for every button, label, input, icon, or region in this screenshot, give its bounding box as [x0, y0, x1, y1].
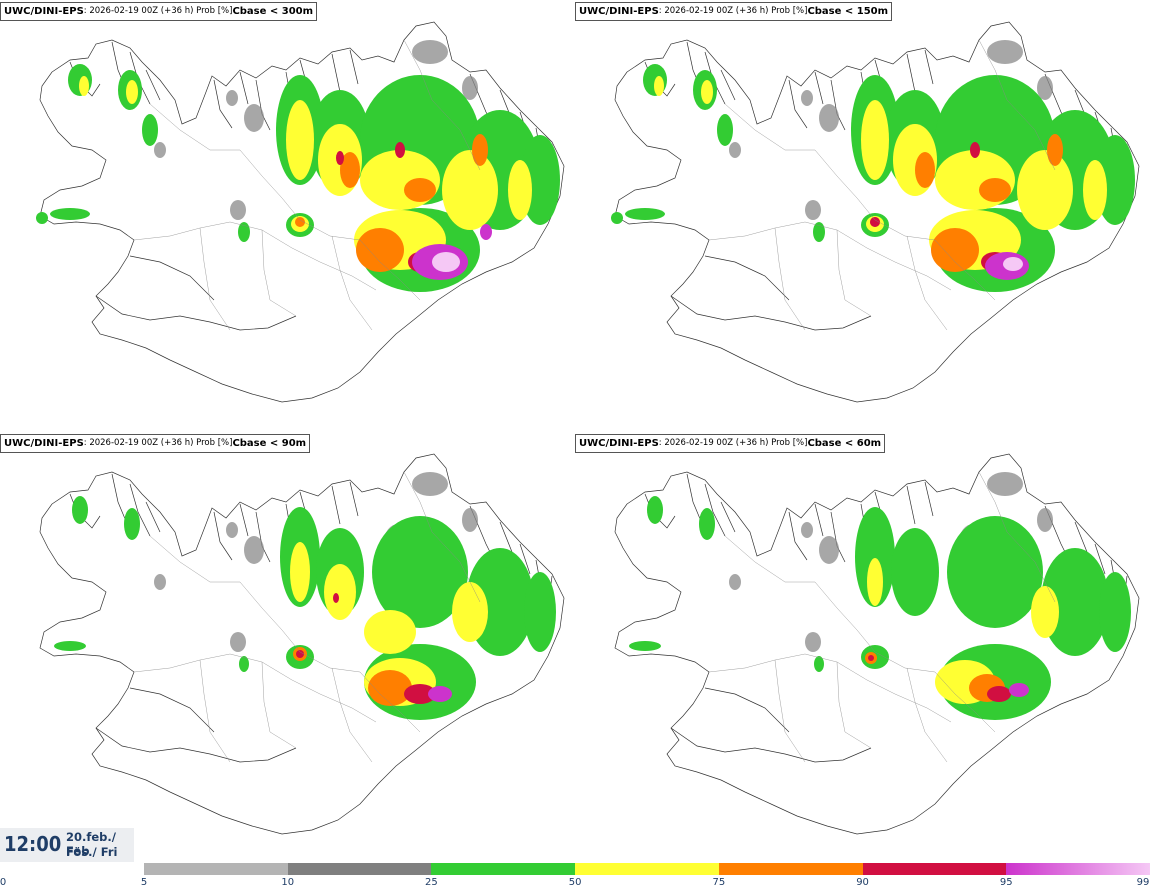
probability-field: [629, 472, 1131, 720]
valid-time: 12:00: [4, 832, 62, 856]
colorbar-segment: [144, 863, 288, 875]
variable-name: Cbase < 150m: [807, 6, 889, 17]
colorbar-segment: [718, 863, 863, 875]
panel-title: UWC/DINI-EPS : 2026-02-19 00Z (+36 h) Pr…: [575, 434, 886, 453]
variable-name: Cbase < 60m: [807, 438, 882, 449]
colorbar-tick-label: 10: [281, 877, 295, 888]
probability-field: [611, 40, 1135, 292]
map-panel-4: UWC/DINI-EPS : 2026-02-19 00Z (+36 h) Pr…: [575, 432, 1150, 864]
panel-title: UWC/DINI-EPS : 2026-02-19 00Z (+36 h) Pr…: [0, 2, 318, 21]
valid-weekday: Fös./ Fri: [66, 845, 118, 859]
colorbar-tick-label: 50: [568, 877, 582, 888]
run-info: : 2026-02-19 00Z (+36 h) Prob [%]: [658, 438, 808, 448]
run-info: : 2026-02-19 00Z (+36 h) Prob [%]: [83, 6, 233, 16]
panel-title: UWC/DINI-EPS : 2026-02-19 00Z (+36 h) Pr…: [0, 434, 311, 453]
run-info: : 2026-02-19 00Z (+36 h) Prob [%]: [658, 6, 808, 16]
iceland-map: [614, 453, 1140, 835]
colorbar-tick-label: 75: [712, 877, 726, 888]
variable-name: Cbase < 300m: [232, 6, 314, 17]
colorbar-segment: [575, 863, 719, 875]
colorbar-tick-label: 5: [140, 877, 148, 888]
iceland-map: [36, 21, 565, 403]
colorbar-segment: [1006, 863, 1150, 875]
valid-time-box: 12:00 20.feb./ Feb Fös./ Fri: [0, 828, 134, 862]
iceland-map: [39, 453, 565, 835]
colorbar-tick-label: 95: [999, 877, 1013, 888]
colorbar-segment: [287, 863, 432, 875]
map-panel-2: UWC/DINI-EPS : 2026-02-19 00Z (+36 h) Pr…: [575, 0, 1150, 432]
variable-name: Cbase < 90m: [232, 438, 307, 449]
colorbar-segment: [862, 863, 1007, 875]
panel-title: UWC/DINI-EPS : 2026-02-19 00Z (+36 h) Pr…: [575, 2, 893, 21]
colorbar-legend: [144, 863, 1150, 875]
colorbar-segment: [431, 863, 576, 875]
model-name: UWC/DINI-EPS: [579, 6, 659, 17]
probability-field: [54, 472, 556, 720]
colorbar-ticks: 0 5 10 25 50 75 90 95 99: [0, 877, 1150, 891]
map-panel-1: UWC/DINI-EPS : 2026-02-19 00Z (+36 h) Pr…: [0, 0, 575, 432]
valid-date: 20.feb./ Feb: [66, 830, 116, 858]
colorbar-tick-label: 99: [1136, 877, 1150, 888]
colorbar-tick-label: 90: [856, 877, 869, 888]
run-info: : 2026-02-19 00Z (+36 h) Prob [%]: [83, 438, 233, 448]
map-panel-3: UWC/DINI-EPS : 2026-02-19 00Z (+36 h) Pr…: [0, 432, 575, 864]
model-name: UWC/DINI-EPS: [579, 438, 659, 449]
iceland-map: [611, 21, 1140, 403]
model-name: UWC/DINI-EPS: [4, 438, 84, 449]
colorbar-tick-label: 25: [425, 877, 438, 888]
probability-field: [36, 40, 560, 292]
model-name: UWC/DINI-EPS: [4, 6, 84, 17]
colorbar-tick-label: 0: [0, 877, 7, 888]
